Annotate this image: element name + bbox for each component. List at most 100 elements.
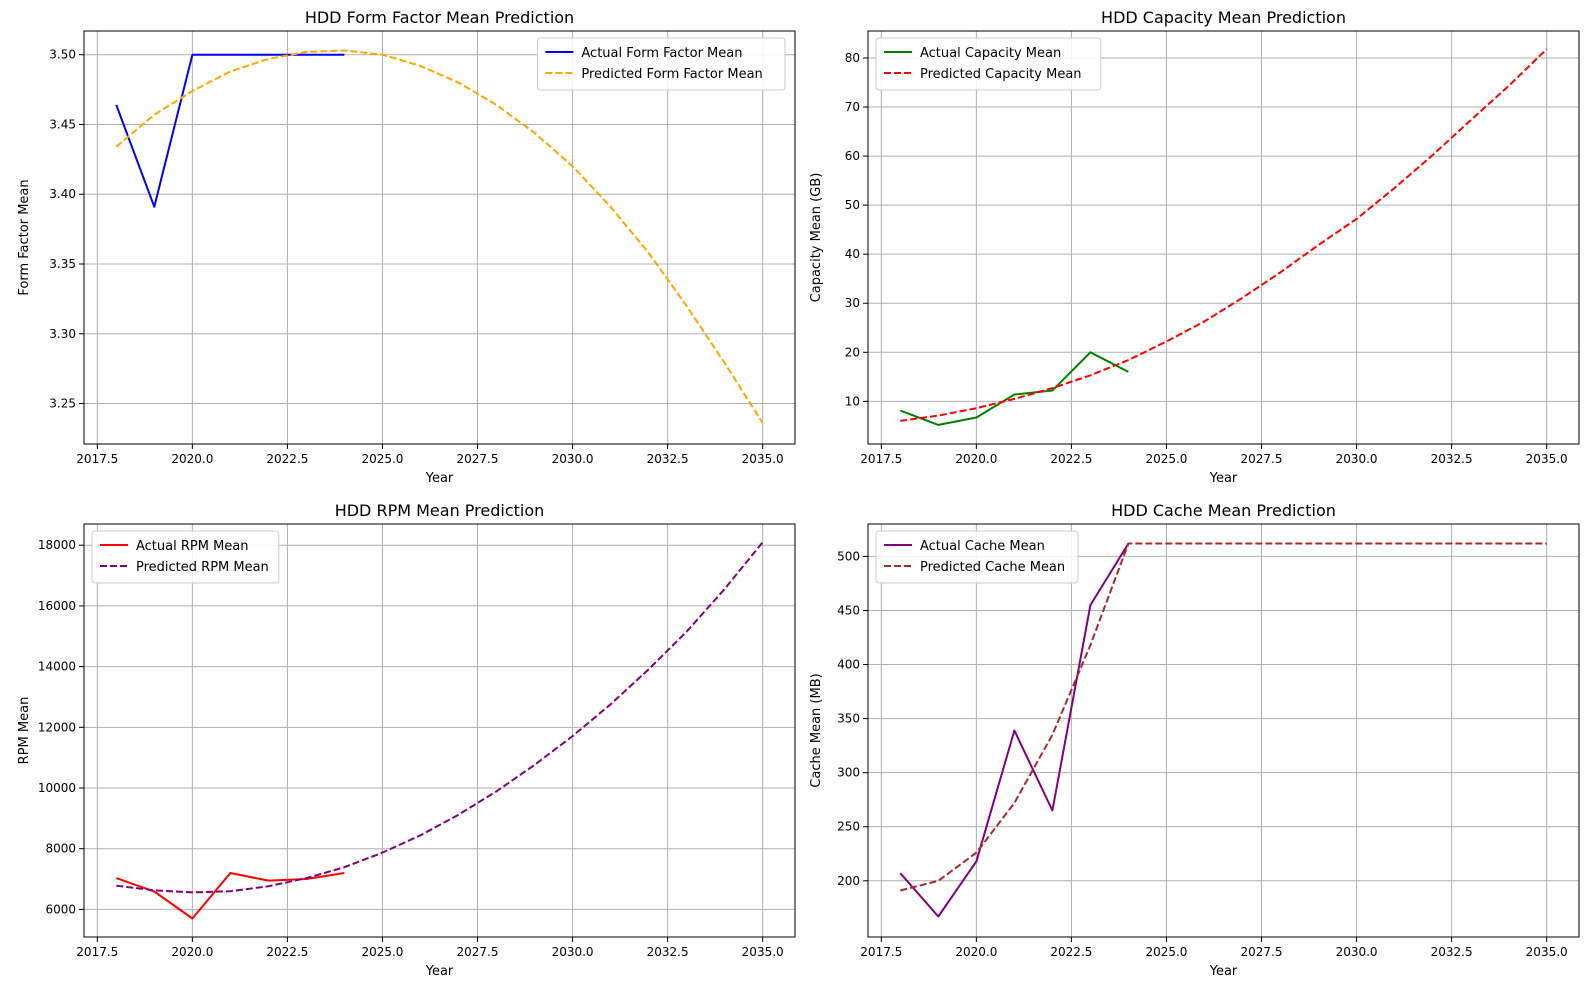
x-tick-label: 2030.0 (1336, 945, 1378, 959)
y-tick-label: 8000 (45, 842, 76, 856)
x-tick-label: 2025.0 (1145, 945, 1187, 959)
series-line-1 (899, 542, 1130, 918)
y-tick-label: 60 (845, 149, 860, 163)
y-tick-label: 350 (837, 712, 860, 726)
legend-label: Actual RPM Mean (136, 539, 249, 554)
legend-box (875, 530, 1079, 584)
x-tick-label: 2025.0 (361, 452, 403, 466)
x-tick-label: 2027.5 (1241, 945, 1283, 959)
y-tick-label: 10 (845, 394, 860, 408)
y-tick-label: 50 (845, 198, 860, 212)
y-tick-label: 3.25 (49, 397, 76, 411)
series-line-1 (899, 351, 1129, 426)
x-tick-label: 2017.5 (860, 452, 902, 466)
x-axis-label: Year (425, 964, 454, 979)
y-tick-label: 3.40 (49, 187, 76, 201)
legend-label: Predicted Capacity Mean (920, 67, 1082, 82)
chart-title: HDD Form Factor Mean Prediction (305, 8, 574, 27)
chart-title: HDD RPM Mean Prediction (335, 501, 545, 520)
x-tick-label: 2020.0 (955, 452, 997, 466)
series-group (899, 48, 1548, 426)
y-axis-label: Form Factor Mean (17, 179, 32, 295)
x-tick-label: 2035.0 (1526, 945, 1568, 959)
series-line-2 (900, 48, 1548, 422)
series-group (115, 49, 764, 424)
x-tick-label: 2025.0 (1145, 452, 1187, 466)
y-tick-label: 20 (845, 345, 860, 359)
x-tick-label: 2020.0 (171, 945, 213, 959)
x-tick-label: 2027.5 (1241, 452, 1283, 466)
legend: Actual Cache Mean Predicted Cache Mean (875, 530, 1079, 584)
x-tick-label: 2022.5 (1050, 452, 1092, 466)
y-tick-label: 14000 (38, 660, 76, 674)
plot-area (868, 524, 1579, 937)
subplot-4: 2017.5 2020.0 2022.5 2025.0 2027.5 2030.0 2032… (809, 501, 1580, 979)
series-line-2 (900, 542, 1547, 892)
plot-area (84, 31, 795, 444)
x-axis-label: Year (1209, 964, 1238, 979)
x-tick-label: 2032.5 (1431, 945, 1473, 959)
y-tick-label: 3.50 (49, 48, 76, 62)
y-tick-label: 400 (837, 658, 860, 672)
plot-area (84, 524, 795, 937)
y-tick-label: 6000 (45, 902, 76, 916)
x-axis-label: Year (425, 471, 454, 486)
y-tick-label: 300 (837, 766, 860, 780)
legend-box (536, 37, 786, 91)
legend: Actual RPM Mean Predicted RPM Mean (91, 530, 280, 584)
series-line-2 (116, 541, 764, 894)
x-tick-label: 2022.5 (266, 945, 308, 959)
y-tick-label: 3.30 (49, 327, 76, 341)
axes-frame (83, 523, 796, 938)
axes-frame (83, 30, 796, 445)
y-tick-label: 3.45 (49, 117, 76, 131)
plot-area (868, 31, 1579, 444)
y-tick-label: 3.35 (49, 257, 76, 271)
y-tick-label: 500 (837, 549, 860, 563)
x-tick-label: 2032.5 (647, 452, 689, 466)
x-tick-label: 2017.5 (76, 945, 118, 959)
y-tick-label: 250 (837, 820, 860, 834)
y-tick-label: 16000 (38, 599, 76, 613)
y-tick-label: 40 (845, 247, 860, 261)
legend-box (91, 530, 280, 584)
y-tick-label: 70 (845, 100, 860, 114)
x-tick-label: 2035.0 (742, 945, 784, 959)
legend-box (875, 37, 1102, 91)
legend-label: Predicted Cache Mean (920, 560, 1065, 575)
y-tick-label: 12000 (38, 720, 76, 734)
chart-title: HDD Capacity Mean Prediction (1101, 8, 1346, 27)
axes-frame (867, 30, 1580, 445)
subplot-3: 2017.5 2020.0 2022.5 2025.0 2027.5 2030.0 2032… (17, 501, 796, 979)
subplot-1: 2017.5 2020.0 2022.5 2025.0 2027.5 2030.0 2032… (17, 8, 796, 486)
y-tick-label: 200 (837, 874, 860, 888)
x-tick-label: 2032.5 (1431, 452, 1473, 466)
x-tick-label: 2020.0 (955, 945, 997, 959)
y-tick-label: 80 (845, 51, 860, 65)
legend-label: Actual Capacity Mean (920, 46, 1061, 61)
axes-frame (867, 523, 1580, 938)
legend-label: Actual Form Factor Mean (581, 46, 742, 61)
y-axis-label: RPM Mean (17, 697, 32, 765)
x-tick-label: 2022.5 (1050, 945, 1092, 959)
legend-label: Predicted Form Factor Mean (581, 67, 762, 82)
series-line-2 (115, 49, 764, 424)
y-tick-label: 18000 (38, 538, 76, 552)
y-axis-label: Cache Mean (MB) (809, 673, 824, 787)
legend-label: Predicted RPM Mean (136, 560, 269, 575)
y-tick-label: 10000 (38, 781, 76, 795)
x-tick-label: 2027.5 (457, 945, 499, 959)
x-axis-label: Year (1209, 471, 1238, 486)
x-tick-label: 2030.0 (552, 452, 594, 466)
legend-label: Actual Cache Mean (920, 539, 1045, 554)
x-tick-label: 2035.0 (742, 452, 784, 466)
y-tick-label: 30 (845, 296, 860, 310)
legend: Actual Form Factor Mean Predicted Form Fa… (536, 37, 786, 91)
x-tick-label: 2022.5 (266, 452, 308, 466)
legend: Actual Capacity Mean Predicted Capacity M… (875, 37, 1102, 91)
chart-title: HDD Cache Mean Prediction (1111, 501, 1336, 520)
x-tick-label: 2020.0 (171, 452, 213, 466)
x-tick-label: 2035.0 (1526, 452, 1568, 466)
